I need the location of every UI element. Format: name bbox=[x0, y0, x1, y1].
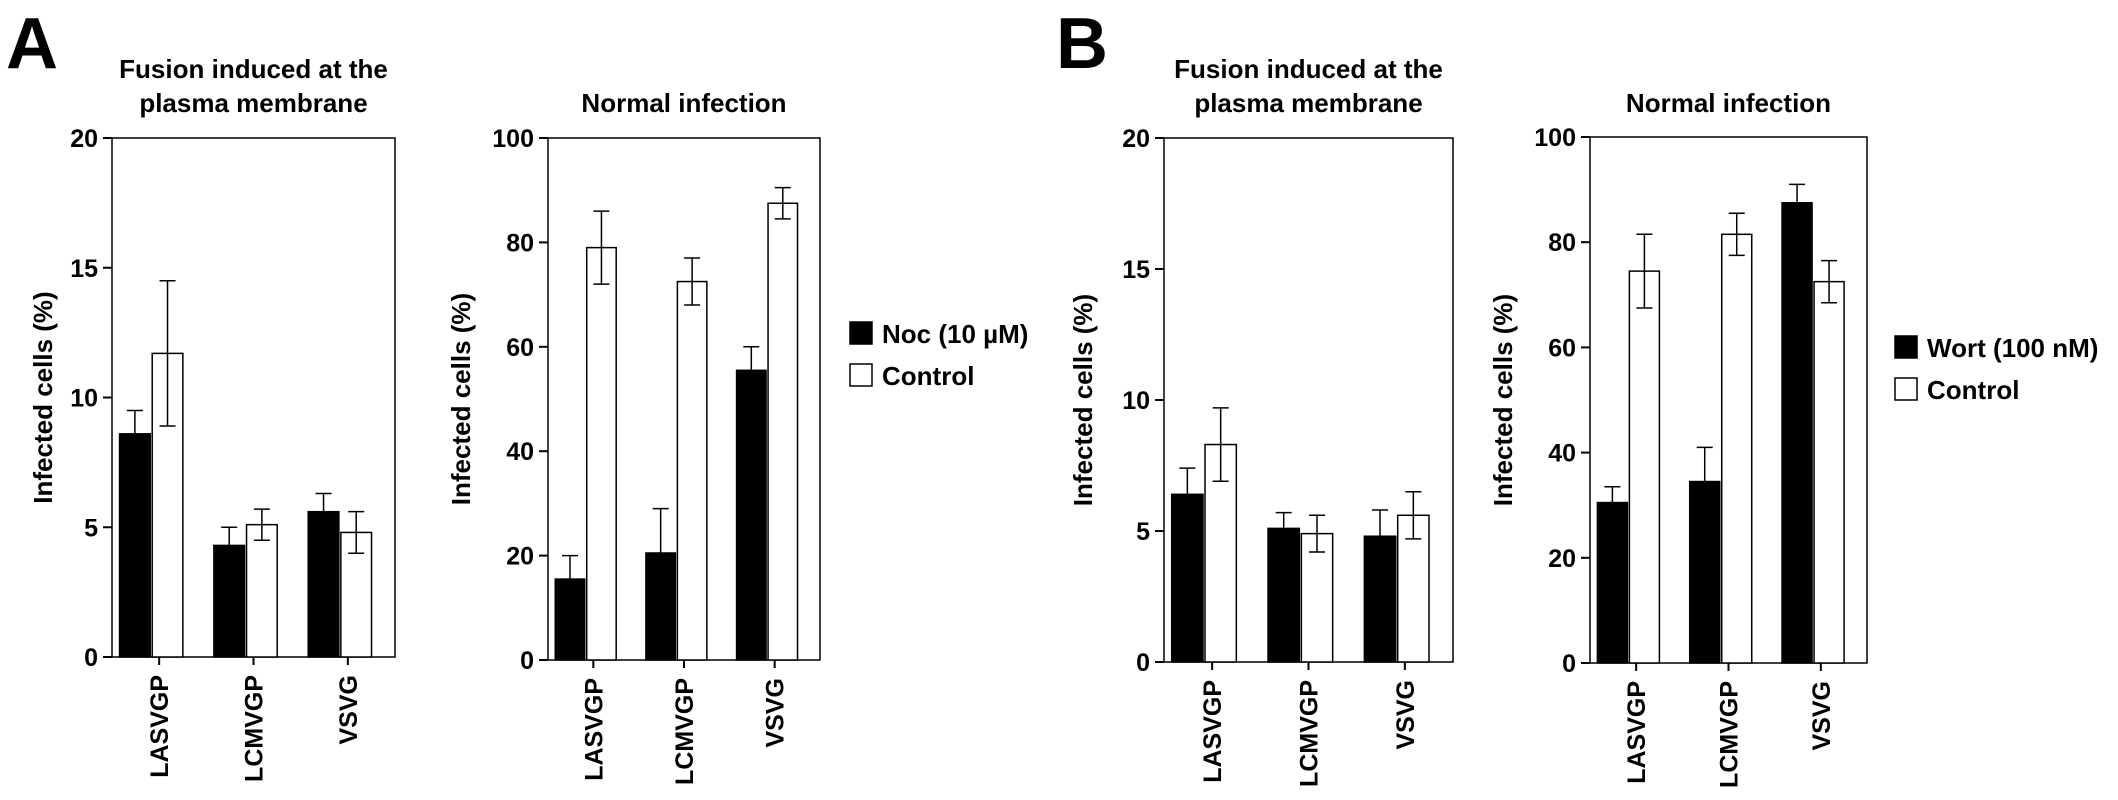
legend-swatch-treatment bbox=[1894, 335, 1918, 359]
y-tick-label: 20 bbox=[70, 125, 98, 153]
y-tick-label: 10 bbox=[1122, 387, 1150, 415]
x-tick-label: LASVGP bbox=[1623, 681, 1651, 784]
y-tick-label: 15 bbox=[1122, 256, 1150, 284]
y-axis-label: Infected cells (%) bbox=[446, 293, 476, 505]
legend-label-control: Control bbox=[882, 361, 974, 391]
chart-normal-infection: Normal infection Infected cells (%) 0 20 40 6… bbox=[446, 88, 821, 785]
bar-control bbox=[1300, 532, 1334, 663]
x-tick-label: VSVG bbox=[762, 678, 790, 747]
bar-treatment bbox=[213, 544, 246, 658]
x-tick-label: LCMVGP bbox=[241, 675, 269, 782]
x-tick-label: LASVGP bbox=[146, 675, 174, 778]
chart-title: Normal infection bbox=[1626, 88, 1831, 118]
y-tick-label: 20 bbox=[1548, 545, 1576, 573]
bar-control bbox=[585, 246, 617, 661]
x-tick-label: VSVG bbox=[1808, 681, 1836, 750]
chart-title: plasma membrane bbox=[1194, 88, 1422, 118]
y-tick-label: 5 bbox=[84, 514, 98, 542]
y-tick-label: 100 bbox=[1534, 124, 1576, 152]
bar-control bbox=[340, 531, 373, 658]
y-tick-label: 0 bbox=[520, 647, 534, 675]
x-tick-label: VSVG bbox=[1392, 680, 1420, 749]
y-tick-label: 80 bbox=[1548, 229, 1576, 257]
x-tick-label: LASVGP bbox=[1199, 680, 1227, 783]
x-tick-label: LASVGP bbox=[580, 678, 608, 781]
y-tick-label: 100 bbox=[492, 125, 534, 153]
bar-treatment bbox=[1596, 501, 1629, 664]
y-tick-label: 60 bbox=[1548, 334, 1576, 362]
bar-control bbox=[676, 280, 708, 661]
chart-fusion: Fusion induced at the plasma membrane Infe… bbox=[28, 54, 396, 782]
panel-letter: A bbox=[6, 4, 58, 84]
y-tick-label: 5 bbox=[1136, 518, 1150, 546]
chart-title: plasma membrane bbox=[139, 88, 367, 118]
legend-label-treatment: Wort (100 nM) bbox=[1927, 333, 2098, 363]
bar-treatment bbox=[735, 369, 767, 661]
legend: Noc (10 µM) Control bbox=[849, 319, 1028, 391]
chart-fusion: Fusion induced at the plasma membrane Infe… bbox=[1068, 54, 1454, 787]
y-tick-label: 80 bbox=[506, 229, 534, 257]
bar-treatment bbox=[1781, 202, 1813, 664]
x-tick-label: LCMVGP bbox=[671, 678, 699, 785]
y-axis-label: Infected cells (%) bbox=[1488, 294, 1518, 506]
panel-b: B Fusion induced at the plasma membrane Inf… bbox=[1056, 4, 2098, 788]
y-axis-label: Infected cells (%) bbox=[1068, 294, 1098, 506]
bar-control bbox=[1813, 280, 1845, 664]
x-tick-label: LCMVGP bbox=[1716, 681, 1744, 788]
legend: Wort (100 nM) Control bbox=[1894, 333, 2098, 405]
bar-treatment bbox=[307, 510, 340, 658]
legend-swatch-control bbox=[1894, 377, 1918, 401]
y-tick-label: 60 bbox=[506, 334, 534, 362]
y-tick-label: 0 bbox=[1136, 649, 1150, 677]
chart-title: Fusion induced at the bbox=[119, 54, 388, 84]
legend-swatch-treatment bbox=[849, 321, 873, 345]
panel-letter: B bbox=[1056, 4, 1108, 84]
panel-a: A Fusion induced at the plasma membrane Inf… bbox=[6, 4, 1028, 785]
bar-treatment bbox=[118, 433, 151, 658]
bar-control bbox=[1628, 270, 1661, 664]
bar-treatment bbox=[1170, 493, 1204, 663]
y-tick-label: 0 bbox=[84, 644, 98, 672]
chart-title: Normal infection bbox=[581, 88, 786, 118]
y-tick-label: 20 bbox=[1122, 125, 1150, 153]
bar-control bbox=[767, 202, 799, 661]
y-tick-label: 40 bbox=[1548, 440, 1576, 468]
chart-normal-infection: Normal infection Infected cells (%) 0 20 40 6… bbox=[1488, 88, 1868, 788]
x-tick-label: LCMVGP bbox=[1296, 680, 1324, 787]
y-axis-label: Infected cells (%) bbox=[28, 291, 58, 503]
y-tick-label: 10 bbox=[70, 385, 98, 413]
legend-label-treatment: Noc (10 µM) bbox=[882, 319, 1028, 349]
y-tick-label: 20 bbox=[506, 543, 534, 571]
x-tick-label: VSVG bbox=[335, 675, 363, 744]
legend-label-control: Control bbox=[1927, 375, 2019, 405]
bar-control bbox=[1720, 233, 1753, 664]
bar-control bbox=[245, 523, 278, 658]
chart-title: Fusion induced at the bbox=[1174, 54, 1443, 84]
legend-swatch-control bbox=[849, 363, 873, 387]
y-tick-label: 0 bbox=[1562, 650, 1576, 678]
y-tick-label: 40 bbox=[506, 438, 534, 466]
y-tick-label: 15 bbox=[70, 255, 98, 283]
bar-treatment bbox=[1267, 527, 1301, 663]
bar-control bbox=[1396, 514, 1430, 663]
